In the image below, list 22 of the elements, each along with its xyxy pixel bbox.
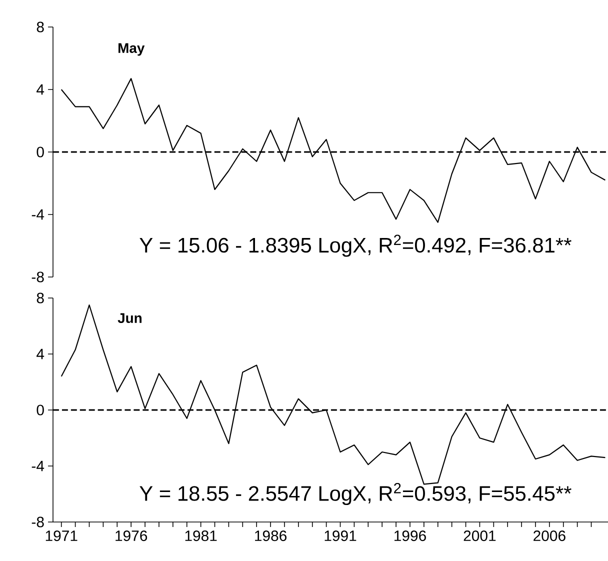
text: May — [118, 43, 145, 56]
x-tick-label: 1971 — [46, 530, 78, 542]
annotation: Y = 18.55 - 2.5547 LogX, R$^{2}$=0.593, F=55.45** — [140, 482, 572, 506]
x-tick-label: 2006 — [534, 530, 566, 542]
x-tick-label: 1991 — [324, 530, 356, 542]
y-tick-label: -4 — [32, 209, 44, 220]
x-tick-label: 1996 — [394, 530, 426, 542]
x-tick-label: 1976 — [116, 530, 148, 542]
y-tick-label: 0 — [36, 404, 44, 416]
y-tick-label: 4 — [36, 348, 44, 360]
y-tick-label: -8 — [32, 516, 44, 528]
x-tick-label: 1981 — [185, 530, 217, 542]
x-tick-label: 2001 — [464, 530, 496, 542]
y-tick-label: 4 — [36, 84, 44, 95]
text: Jun — [118, 313, 142, 324]
y-tick-label: 8 — [36, 22, 44, 32]
y-tick-label: 0 — [36, 146, 44, 158]
y-tick-label: 8 — [36, 292, 44, 304]
y-tick-label: -4 — [32, 460, 44, 472]
x-tick-label: 1986 — [255, 530, 286, 542]
annotation: Y = 15.06 - 1.8395 LogX, R$^{2}$=0.492, F=36.81** — [140, 234, 572, 257]
y-tick-label: -8 — [32, 272, 44, 282]
